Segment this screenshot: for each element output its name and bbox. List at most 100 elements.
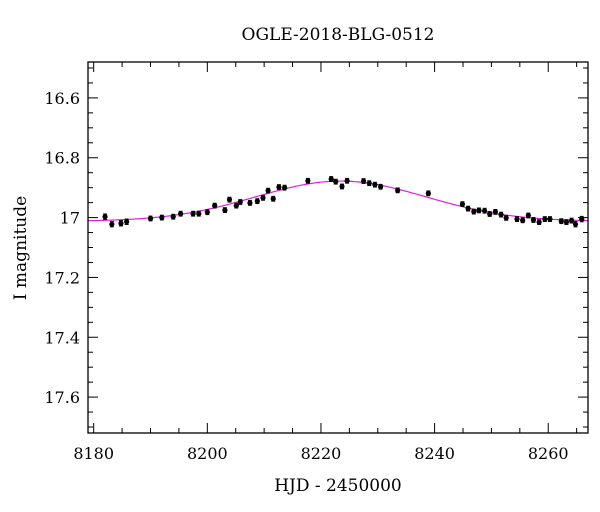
y-tick-label: 16.6 <box>44 89 80 108</box>
data-marker <box>344 178 350 184</box>
data-marker <box>270 196 276 202</box>
data-point <box>204 209 210 216</box>
data-marker <box>102 214 108 220</box>
data-point <box>481 207 488 214</box>
data-marker <box>360 178 367 184</box>
data-point <box>159 214 165 221</box>
data-marker <box>260 195 266 201</box>
data-point <box>514 216 520 222</box>
data-point <box>579 215 585 223</box>
data-marker <box>178 211 184 217</box>
data-marker <box>124 219 130 225</box>
data-point <box>568 217 575 224</box>
data-point <box>476 207 482 214</box>
data-point <box>109 220 115 228</box>
data-marker <box>233 203 239 209</box>
data-marker <box>378 184 384 190</box>
data-point <box>471 208 477 215</box>
data-point <box>170 213 176 220</box>
data-point <box>459 201 466 208</box>
y-tick-label: 17.6 <box>44 388 80 407</box>
data-marker <box>395 187 401 193</box>
data-point <box>247 200 253 206</box>
data-marker <box>459 201 466 207</box>
data-marker <box>147 215 154 222</box>
plot-ticks <box>88 62 588 433</box>
data-marker <box>118 220 124 226</box>
data-point <box>547 216 553 222</box>
data-marker <box>372 182 378 188</box>
data-point <box>395 187 401 194</box>
data-point <box>492 209 498 215</box>
data-marker <box>520 217 526 223</box>
data-marker <box>465 206 471 212</box>
data-marker <box>226 197 233 203</box>
data-point <box>360 178 367 184</box>
data-point <box>366 180 372 187</box>
data-point <box>425 190 431 197</box>
y-tick-label: 17.2 <box>44 268 80 287</box>
y-tick-labels: 16.6 16.8 17 17.2 17.4 17.6 <box>44 89 80 407</box>
data-marker <box>204 209 210 215</box>
data-marker <box>568 217 575 224</box>
x-axis-label: HJD - 2450000 <box>274 476 402 496</box>
data-marker <box>196 211 202 217</box>
data-point <box>328 176 334 182</box>
data-marker <box>498 211 504 218</box>
y-tick-label: 16.8 <box>44 149 80 168</box>
x-tick-label: 8260 <box>528 444 569 463</box>
data-point <box>542 216 548 222</box>
data-point <box>212 202 218 209</box>
data-marker <box>572 221 579 227</box>
data-point <box>487 211 493 217</box>
data-point <box>147 215 154 222</box>
data-marker <box>190 211 196 217</box>
data-marker <box>471 208 477 215</box>
data-point <box>536 219 542 225</box>
data-marker <box>109 221 115 227</box>
data-point <box>503 214 509 221</box>
data-point <box>118 220 124 227</box>
data-point <box>333 178 339 185</box>
data-marker <box>265 188 271 194</box>
data-point <box>226 196 233 203</box>
x-tick-label: 8220 <box>301 444 342 463</box>
data-marker <box>328 176 334 182</box>
data-marker <box>170 214 176 220</box>
data-point <box>233 202 239 209</box>
data-marker <box>514 216 520 222</box>
data-point <box>102 213 108 220</box>
data-marker <box>492 209 498 215</box>
data-marker <box>503 215 509 221</box>
data-marker <box>333 179 339 185</box>
data-point <box>222 207 228 213</box>
data-marker <box>547 216 553 222</box>
data-point <box>344 177 350 184</box>
y-axis-label: I magnitude <box>11 196 31 300</box>
data-point <box>270 195 276 202</box>
data-point <box>254 198 260 205</box>
data-point <box>378 183 384 190</box>
data-marker <box>212 203 218 209</box>
data-point <box>520 217 526 224</box>
data-marker <box>276 184 282 190</box>
data-marker <box>487 211 493 217</box>
data-marker <box>525 212 531 219</box>
data-marker <box>558 218 564 224</box>
data-marker <box>237 199 243 205</box>
data-points <box>102 176 585 228</box>
data-marker <box>542 216 548 222</box>
data-point <box>530 217 537 223</box>
data-point <box>498 211 504 218</box>
data-marker <box>254 198 260 204</box>
data-marker <box>305 178 311 184</box>
y-tick-label: 17.4 <box>44 328 80 347</box>
chart-title: OGLE-2018-BLG-0512 <box>242 25 435 45</box>
data-marker <box>476 207 482 213</box>
data-marker <box>339 183 345 190</box>
data-marker <box>159 214 165 221</box>
data-point <box>190 210 196 217</box>
data-marker <box>247 200 253 206</box>
data-marker <box>222 207 228 213</box>
